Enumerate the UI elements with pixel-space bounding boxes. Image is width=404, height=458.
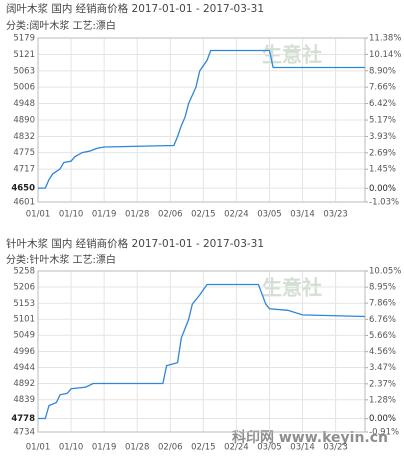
chart-subtitle: 分类:阔叶木浆 工艺:漂白 bbox=[6, 19, 116, 32]
y2-tick-label: 8.95% bbox=[369, 283, 396, 293]
y2-tick-label: 10.14% bbox=[369, 50, 401, 60]
chart-subtitle: 分类:针叶木浆 工艺:漂白 bbox=[6, 253, 116, 266]
y-tick-label: 4601 bbox=[13, 198, 35, 208]
watermark: 生意社 bbox=[262, 276, 322, 300]
y-tick-label: 5049 bbox=[13, 331, 35, 341]
chart-title: 针叶木浆 国内 经销商价格 2017-01-01 - 2017-03-31 bbox=[6, 237, 264, 250]
y-tick-label: 5206 bbox=[13, 282, 35, 292]
y2-tick-label: 0.00% bbox=[369, 414, 396, 424]
price-line bbox=[38, 283, 366, 420]
x-tick-label: 01/19 bbox=[92, 443, 117, 453]
x-tick-label: 01/28 bbox=[125, 443, 150, 453]
plot-frame bbox=[37, 270, 366, 433]
y-tick-label: 5063 bbox=[13, 66, 35, 76]
y-tick-label: 4839 bbox=[13, 395, 35, 405]
y2-tick-label: 3.93% bbox=[369, 132, 396, 142]
plot-frame bbox=[37, 37, 366, 203]
y2-tick-label: 5.17% bbox=[369, 116, 396, 126]
x-tick-label: 02/06 bbox=[158, 443, 183, 453]
y-tick-label: 5179 bbox=[13, 34, 35, 44]
y-tick-label: 4996 bbox=[13, 347, 35, 357]
y2-tick-label: 10.05% bbox=[369, 267, 401, 277]
x-tick-label: 03/14 bbox=[290, 443, 315, 453]
y-tick-label: 5121 bbox=[13, 50, 35, 60]
x-tick-label: 02/24 bbox=[224, 443, 249, 453]
y2-tick-label: -1.03% bbox=[369, 198, 399, 208]
x-tick-label: 01/19 bbox=[92, 210, 117, 220]
x-tick-label: 01/10 bbox=[59, 443, 84, 453]
y2-tick-label: 1.28% bbox=[369, 395, 396, 405]
x-tick-label: 02/15 bbox=[191, 210, 216, 220]
y-tick-label: 4650 bbox=[11, 184, 35, 194]
x-tick-label: 03/23 bbox=[323, 443, 348, 453]
y2-tick-label: 6.76% bbox=[369, 315, 396, 325]
x-tick-label: 01/10 bbox=[59, 210, 84, 220]
x-tick-label: 02/06 bbox=[158, 210, 183, 220]
y2-tick-label: -0.91% bbox=[369, 428, 399, 438]
y2-tick-label: 4.56% bbox=[369, 347, 396, 357]
y-tick-label: 5006 bbox=[13, 83, 35, 93]
y-tick-label: 4775 bbox=[13, 148, 35, 158]
y-tick-label: 4890 bbox=[13, 116, 35, 126]
y-tick-label: 4892 bbox=[13, 379, 35, 389]
y2-tick-label: 3.47% bbox=[369, 363, 396, 373]
y2-tick-label: 2.37% bbox=[369, 379, 396, 389]
y-tick-label: 4778 bbox=[11, 414, 35, 424]
y2-tick-label: 1.45% bbox=[369, 165, 396, 175]
y2-tick-label: 2.69% bbox=[369, 148, 396, 158]
y-tick-label: 5153 bbox=[13, 299, 35, 309]
y2-tick-label: 8.90% bbox=[369, 66, 396, 76]
chart-title: 阔叶木浆 国内 经销商价格 2017-01-01 - 2017-03-31 bbox=[6, 2, 264, 15]
x-tick-label: 01/01 bbox=[26, 443, 51, 453]
y-tick-label: 5101 bbox=[13, 315, 35, 325]
y-tick-label: 4734 bbox=[13, 428, 35, 438]
price-line bbox=[38, 49, 365, 189]
x-tick-label: 03/14 bbox=[290, 210, 315, 220]
y-tick-label: 4717 bbox=[13, 165, 35, 175]
x-tick-label: 02/15 bbox=[191, 443, 216, 453]
y2-tick-label: 0.00% bbox=[369, 184, 396, 194]
y2-tick-label: 7.86% bbox=[369, 299, 396, 309]
y-tick-label: 4944 bbox=[13, 363, 35, 373]
x-tick-label: 03/23 bbox=[323, 210, 348, 220]
y-tick-label: 4832 bbox=[13, 132, 35, 142]
y2-tick-label: 6.42% bbox=[369, 99, 396, 109]
y-tick-label: 5258 bbox=[13, 267, 35, 277]
y2-tick-label: 5.66% bbox=[369, 331, 396, 341]
x-tick-label: 01/01 bbox=[26, 210, 51, 220]
x-tick-label: 03/05 bbox=[257, 443, 282, 453]
x-tick-label: 02/24 bbox=[224, 210, 249, 220]
y2-tick-label: 11.38% bbox=[369, 34, 401, 44]
x-tick-label: 01/28 bbox=[125, 210, 150, 220]
x-tick-label: 03/05 bbox=[257, 210, 282, 220]
y-tick-label: 4948 bbox=[13, 99, 35, 109]
y2-tick-label: 7.66% bbox=[369, 83, 396, 93]
watermark: 科印网 www.keyin.cn bbox=[232, 429, 388, 446]
